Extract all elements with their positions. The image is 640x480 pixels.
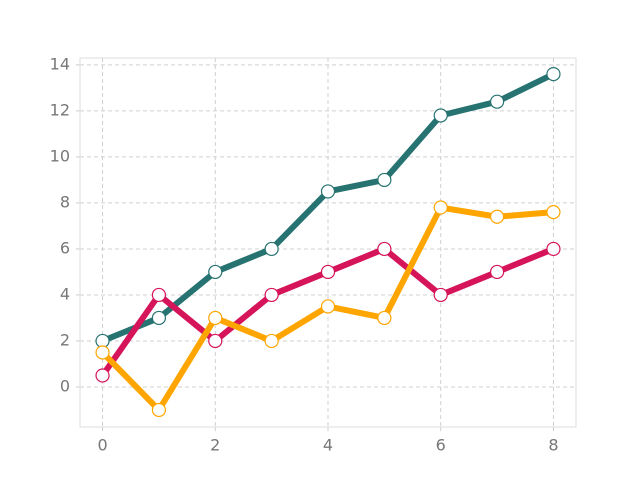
point <box>546 241 561 257</box>
point <box>151 310 167 326</box>
point <box>208 264 223 280</box>
point <box>208 310 223 326</box>
point <box>433 200 448 215</box>
x-tick-label: 6 <box>436 436 446 455</box>
point <box>377 241 392 257</box>
point <box>95 345 110 360</box>
y-tick-label: 2 <box>60 330 70 349</box>
point <box>489 94 505 109</box>
x-tick-label: 0 <box>97 436 107 455</box>
point <box>151 287 167 303</box>
point <box>320 299 336 314</box>
point <box>377 172 392 188</box>
point <box>95 368 110 383</box>
y-tick-label: 0 <box>60 376 70 395</box>
y-tick-label: 14 <box>50 54 70 73</box>
point <box>546 205 561 220</box>
point <box>489 264 505 280</box>
point <box>433 287 448 303</box>
x-tick-label: 4 <box>323 436 333 455</box>
y-tick-label: 10 <box>50 146 70 165</box>
point <box>489 209 505 224</box>
point <box>264 241 279 257</box>
point <box>377 310 392 326</box>
point <box>264 287 279 303</box>
point <box>546 67 561 82</box>
point <box>208 333 223 349</box>
plot-frame <box>79 57 577 428</box>
point <box>264 333 279 349</box>
y-tick-label: 12 <box>50 100 70 119</box>
point <box>151 402 167 418</box>
point <box>433 108 448 123</box>
x-tick-label: 8 <box>548 436 558 455</box>
y-tick-label: 6 <box>60 238 70 257</box>
y-tick-label: 8 <box>60 192 70 211</box>
x-tick-label: 2 <box>210 436 220 455</box>
point <box>320 184 336 199</box>
y-tick-label: 4 <box>60 284 70 303</box>
point <box>320 264 336 280</box>
